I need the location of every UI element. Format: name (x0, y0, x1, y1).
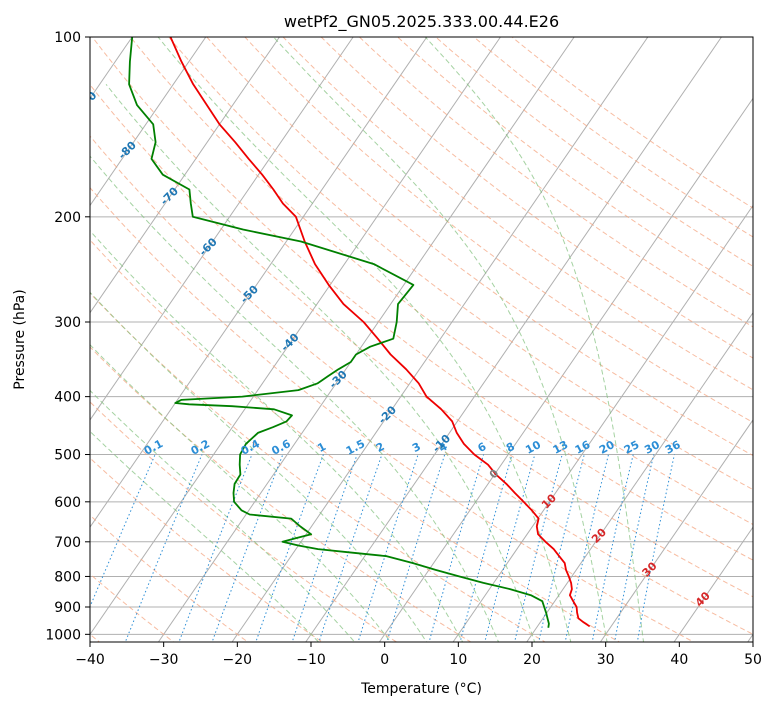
moist-adiabat-line (90, 155, 500, 642)
y-tick-label: 700 (54, 535, 81, 551)
mixing-ratio-label: 16 (573, 438, 593, 457)
x-axis-title: Temperature (°C) (360, 681, 482, 697)
chart-title: wetPf2_GN05.2025.333.00.44.E26 (284, 12, 559, 32)
y-tick-label: 200 (54, 210, 81, 226)
dry-adiabat-line (129, 37, 753, 526)
dewpoint-profile (128, 37, 550, 628)
dry-adiabat-line (90, 135, 753, 635)
y-tick-label: 300 (54, 315, 81, 331)
x-tick-label: −10 (296, 652, 326, 668)
isotherm-line (90, 37, 354, 421)
dry-adiabat-line (206, 37, 753, 457)
dry-adiabat-line (320, 37, 753, 359)
y-tick-label: 800 (54, 569, 81, 585)
mixing-ratio-line (514, 454, 563, 642)
x-tick-label: 0 (380, 652, 389, 668)
mixing-ratio-line (357, 454, 419, 642)
moist-adiabat-line (90, 291, 428, 642)
moist-adiabat-line (90, 430, 320, 642)
isotherm-line (231, 37, 649, 642)
mixing-ratio-line (124, 454, 203, 642)
isotherm-line (526, 311, 753, 642)
y-tick-label: 600 (54, 495, 81, 511)
y-tick-label: 1000 (45, 627, 81, 643)
isotherm-line (378, 97, 753, 642)
y-tick-label: 100 (54, 30, 81, 46)
dry-adiabat-line (90, 186, 695, 642)
mixing-ratio-label: 13 (551, 438, 571, 457)
x-tick-label: 20 (523, 652, 541, 668)
isotherm-label: -90 (76, 89, 99, 112)
isotherm-line (90, 37, 280, 314)
x-tick-label: 10 (449, 652, 467, 668)
isotherm-line (673, 526, 753, 642)
isotherm-line (599, 419, 753, 642)
dry-adiabat-line (90, 292, 546, 642)
mixing-ratio-line (614, 454, 655, 642)
x-tick-label: 30 (597, 652, 615, 668)
isotherm-line (452, 204, 753, 642)
mixing-ratio-line (591, 454, 634, 642)
moist-adiabat-line (105, 83, 536, 642)
background-lines (90, 37, 753, 642)
y-tick-label: 500 (54, 448, 81, 464)
x-tick-label: 40 (670, 652, 688, 668)
x-tick-label: −30 (149, 652, 179, 668)
moist-adiabat-line (90, 229, 464, 642)
profile-lines (128, 37, 591, 628)
mixing-ratio-label: 10 (523, 438, 543, 457)
y-tick-label: 900 (54, 600, 81, 616)
mixing-ratio-label: 30 (642, 438, 662, 457)
mixing-ratio-line (538, 454, 585, 642)
dry-adiabat-line (282, 37, 753, 391)
dry-adiabat-line (90, 514, 249, 642)
plot-frame (89, 36, 754, 643)
dry-adiabat-line (244, 37, 753, 423)
mixing-ratio-label: 25 (622, 438, 642, 457)
mixing-ratio-label: 20 (597, 438, 617, 457)
isotherm-line (90, 37, 207, 207)
mixing-ratio-line (211, 454, 284, 642)
moist-adiabat-line (90, 389, 356, 642)
mixing-ratio-line (386, 454, 446, 642)
isotherm-line (157, 37, 575, 642)
moist-adiabat-line (157, 37, 572, 642)
x-tick-label: −20 (223, 652, 253, 668)
mixing-ratio-line (484, 454, 536, 642)
temperature-profile (169, 37, 591, 628)
x-tick-label: 50 (744, 652, 762, 668)
axis-ticks: −40 −30 −20 −10 0 10 20 30 40 50 1000 900 800 700 600 5… (45, 30, 762, 668)
mixing-ratio-label: 36 (663, 438, 683, 457)
dry-adiabat-line (90, 401, 398, 642)
x-tick-label: −40 (75, 652, 105, 668)
isotherm-line (90, 37, 501, 636)
mixing-ratio-line (636, 454, 675, 642)
y-tick-label: 400 (54, 390, 81, 406)
mixing-ratio-line (564, 454, 609, 642)
dry-adiabat-line (90, 83, 753, 598)
dry-adiabat-line (90, 457, 324, 642)
moist-adiabat-line (424, 37, 645, 642)
y-axis-title: Pressure (hPa) (12, 289, 28, 389)
isotherm-line (90, 37, 428, 529)
isotherm-line (305, 37, 722, 642)
dry-adiabat-line (91, 37, 753, 561)
